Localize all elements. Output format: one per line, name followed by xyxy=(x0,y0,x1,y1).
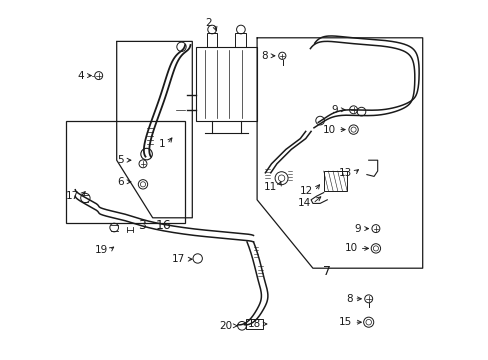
Text: 9: 9 xyxy=(354,224,361,234)
Text: 1: 1 xyxy=(158,139,165,149)
Bar xyxy=(196,47,257,121)
Text: 3: 3 xyxy=(138,219,145,231)
Text: 18: 18 xyxy=(247,319,260,329)
Text: 14: 14 xyxy=(297,198,310,208)
Text: 16: 16 xyxy=(155,219,171,231)
Text: 12: 12 xyxy=(299,186,312,196)
Text: 7: 7 xyxy=(323,265,331,278)
Text: 8: 8 xyxy=(345,294,352,304)
Text: 20: 20 xyxy=(218,321,231,331)
Text: 10: 10 xyxy=(344,243,357,253)
Text: 13: 13 xyxy=(339,168,352,178)
Text: 9: 9 xyxy=(331,105,337,115)
Text: 10: 10 xyxy=(323,125,336,135)
Bar xyxy=(66,121,185,223)
Text: 4: 4 xyxy=(78,71,84,81)
Text: 17: 17 xyxy=(171,254,185,264)
Bar xyxy=(246,319,262,329)
Text: 19: 19 xyxy=(94,245,107,255)
Text: 2: 2 xyxy=(205,18,212,28)
Bar xyxy=(206,33,217,47)
Text: 17: 17 xyxy=(65,191,79,201)
Text: 8: 8 xyxy=(261,51,267,61)
Bar xyxy=(323,171,346,191)
Text: 6: 6 xyxy=(117,177,123,187)
Text: 5: 5 xyxy=(117,155,123,165)
Bar xyxy=(235,33,246,47)
Text: 15: 15 xyxy=(339,317,352,327)
Text: 11: 11 xyxy=(263,182,276,192)
